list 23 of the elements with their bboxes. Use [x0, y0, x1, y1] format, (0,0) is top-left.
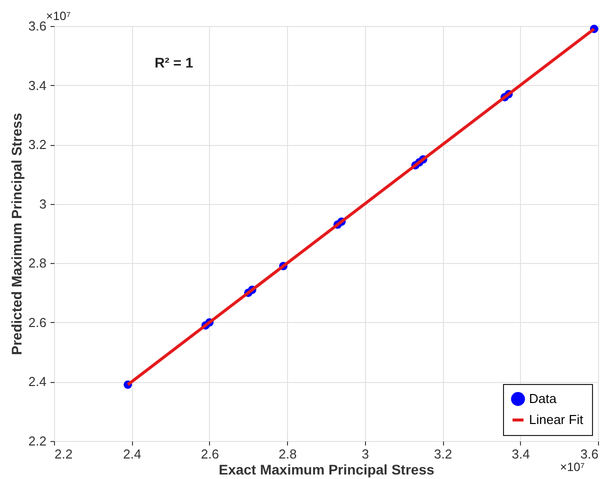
- y-tick-label: 2.4: [28, 374, 46, 390]
- y-tick-label: 3: [39, 196, 46, 212]
- y-tick-label: 3.6: [28, 18, 46, 34]
- y-tick-label: 2.2: [28, 434, 46, 448]
- x-tick-label: 3.2: [434, 446, 452, 462]
- legend-label: Linear Fit: [529, 412, 584, 427]
- legend-label: Data: [529, 391, 558, 406]
- annotation: R² = 1: [154, 54, 194, 70]
- x-tick-label: 3.6: [580, 446, 598, 462]
- x-tick-label: 2.6: [200, 446, 219, 462]
- x-tick-label: 3: [362, 446, 369, 462]
- y-tick-label: 3.2: [28, 137, 46, 152]
- text: ×10⁷: [46, 9, 71, 23]
- x-axis-title: Exact Maximum Principal Stress: [218, 462, 434, 478]
- y-tick-label: 2.8: [28, 256, 46, 271]
- y-tick-label: 2.6: [28, 314, 46, 330]
- x-tick-label: 2.2: [54, 446, 73, 462]
- x-tick-label: 2.8: [278, 446, 297, 462]
- text: ×10⁷: [560, 460, 585, 474]
- x-tick-label: 3.4: [512, 446, 530, 462]
- y-axis-title: Predicted Maximum Principal Stress: [8, 112, 24, 355]
- y-tick-label: 3.4: [28, 78, 46, 93]
- x-tick-label: 2.4: [123, 446, 142, 462]
